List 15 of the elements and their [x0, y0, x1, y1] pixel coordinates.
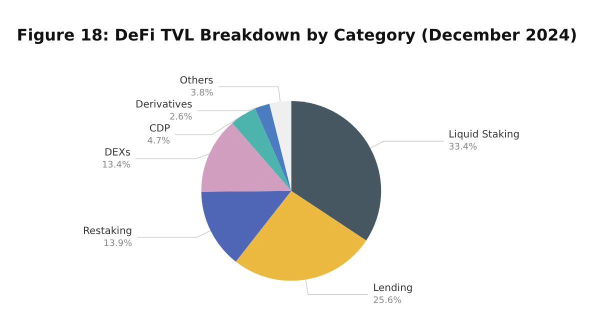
data-label: 2.6%	[169, 112, 193, 122]
slice-label: Restaking	[82, 226, 132, 237]
data-label: 25.6%	[373, 296, 402, 306]
slice-label: CDP	[149, 123, 170, 134]
slice-label: Liquid Staking	[448, 130, 520, 141]
chart-title: Figure 18: DeFi TVL Breakdown by Category (December 2024)	[16, 26, 578, 44]
data-label: 13.4%	[102, 160, 131, 170]
data-label: 3.8%	[190, 88, 214, 98]
slice-label: Lending	[373, 282, 413, 294]
data-label: 33.4%	[448, 142, 478, 153]
data-label: 4.7%	[147, 136, 171, 146]
slice-label: Others	[180, 75, 214, 86]
data-label: 13.9%	[104, 238, 133, 249]
slice-label: DEXs	[104, 147, 131, 158]
slice-label: Derivatives	[136, 99, 192, 110]
